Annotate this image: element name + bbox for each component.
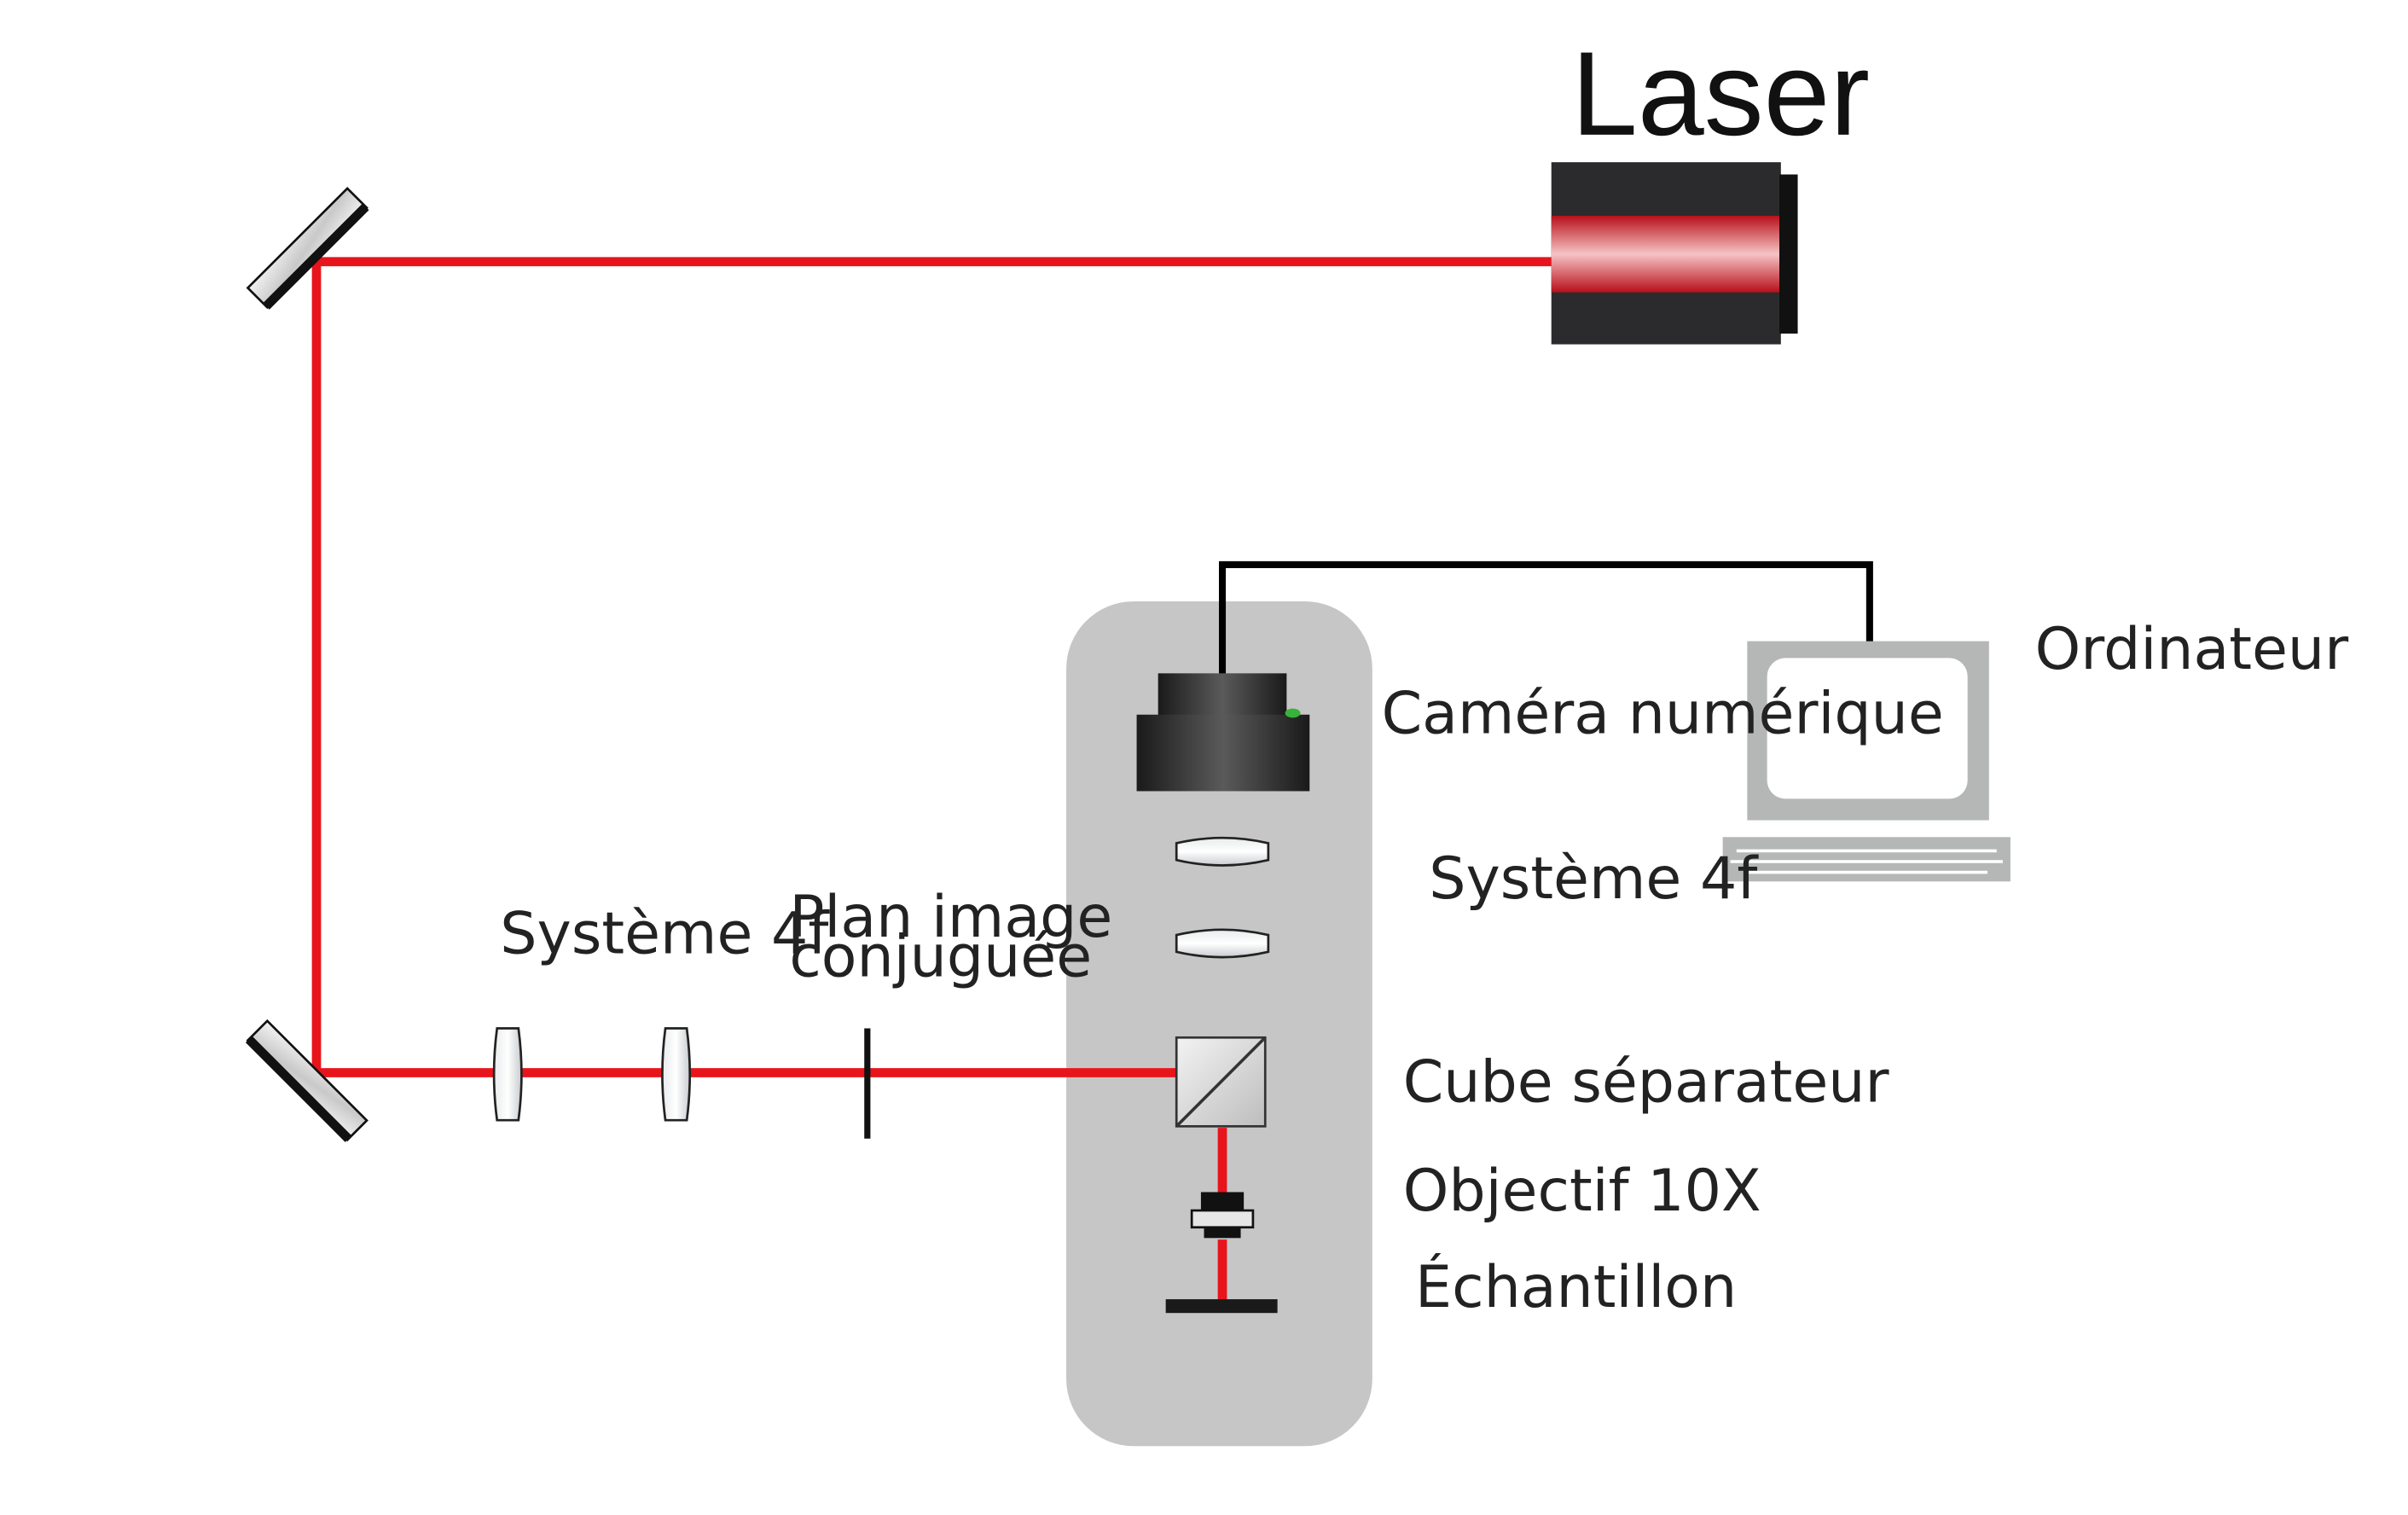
laser-source <box>1551 162 1798 345</box>
sample <box>1165 1299 1278 1314</box>
digital-camera <box>1136 673 1310 792</box>
computer-screen <box>1767 658 1968 799</box>
microscope-housing <box>1066 601 1372 1447</box>
label-echantillon: Échantillon <box>1415 1253 1737 1321</box>
beam-splitter-cube <box>1175 1036 1267 1128</box>
label-camera: Caméra numérique <box>1382 680 1944 747</box>
lens-4f-right-1 <box>1175 836 1270 867</box>
computer-keyboard <box>1722 837 2011 882</box>
label-conjuguee: conjuguée <box>789 924 1092 991</box>
computer <box>1722 641 2011 882</box>
mirror-bottom <box>245 1019 368 1142</box>
objective-10x <box>1190 1192 1255 1239</box>
label-objectif: Objectif 10X <box>1403 1158 1761 1225</box>
laser-label: Laser <box>1571 26 1870 160</box>
label-ordinateur: Ordinateur <box>2035 616 2349 683</box>
lens-4f-left-2 <box>661 1027 692 1122</box>
lens-4f-left-1 <box>492 1027 523 1122</box>
label-plan-image: Plan image <box>789 884 1112 951</box>
lens-4f-right-2 <box>1175 928 1270 959</box>
label-systeme-4f-right: Système 4f <box>1429 845 1759 913</box>
laser-beam <box>311 257 1553 1304</box>
mirror-top <box>246 186 369 310</box>
data-cable <box>1218 560 1873 674</box>
label-cube: Cube séparateur <box>1403 1049 1890 1117</box>
label-systeme-4f-left: Système 4f <box>500 901 830 968</box>
camera-status-led <box>1285 708 1301 718</box>
